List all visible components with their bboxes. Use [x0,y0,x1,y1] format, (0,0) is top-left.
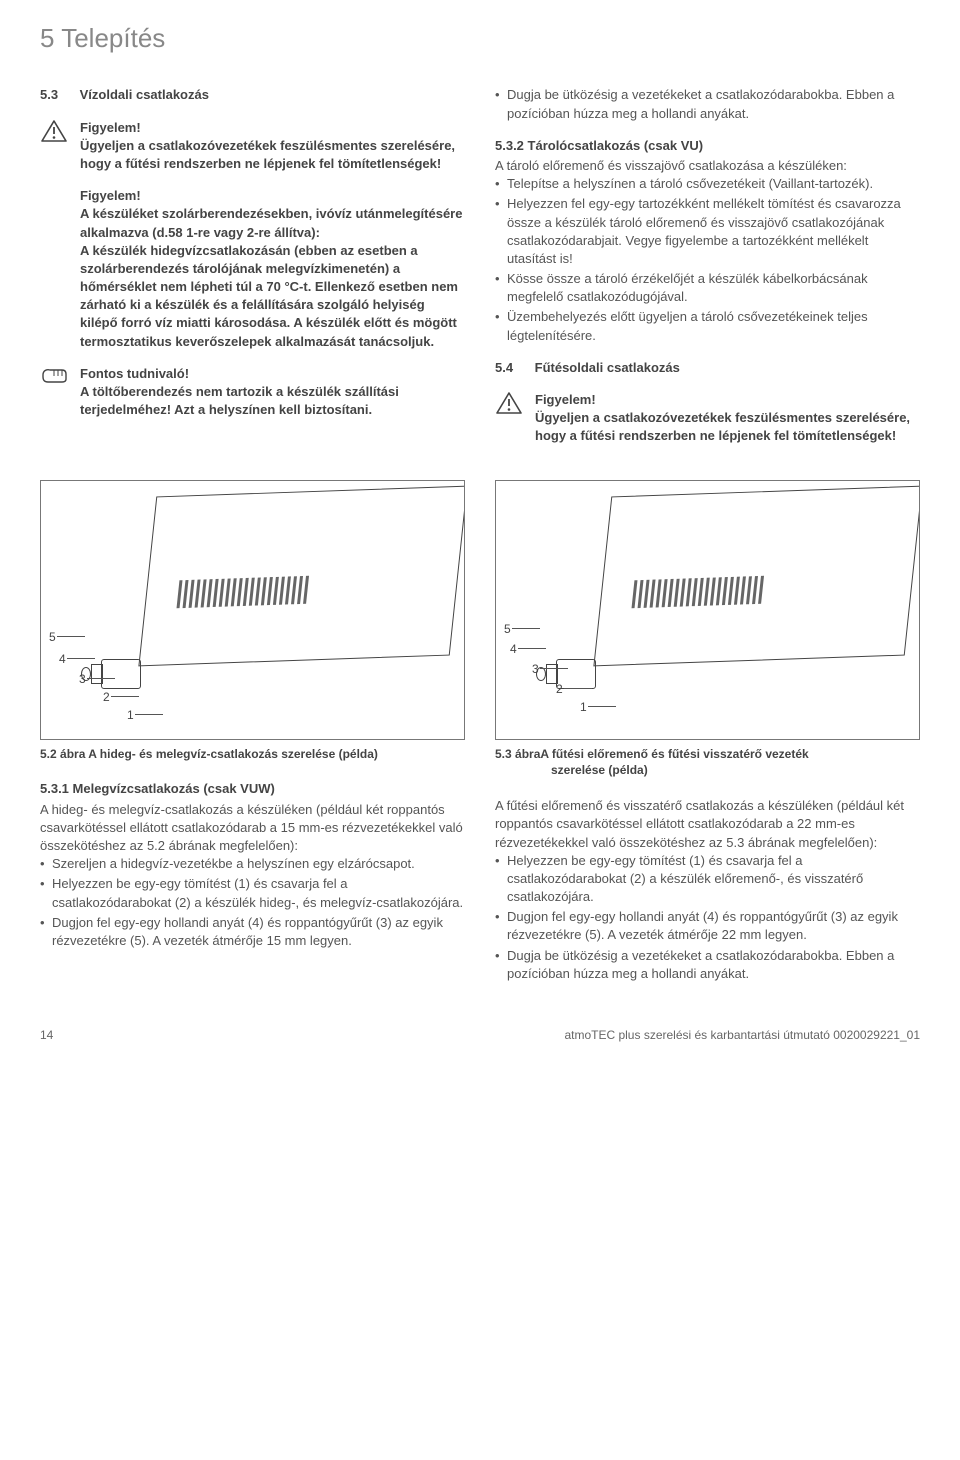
list-item: Szereljen a hidegvíz-vezetékbe a helyszí… [40,855,465,873]
callout-5: 5 [49,629,56,646]
hand-note-icon [40,365,68,385]
section-number-5-3: 5.3 [40,86,76,104]
figure-5-3-caption-line1: 5.3 ábraA fűtési előremenő és fűtési vis… [495,747,809,761]
figure-5-3: 5 4 3 2 1 [495,480,920,740]
list-item: Telepítse a helyszínen a tároló csővezet… [495,175,920,193]
warning-triangle-icon [40,119,68,143]
callout-3: 3 [79,671,86,688]
callout-1: 1 [580,699,587,716]
note-heading: Fontos tudnivaló! [80,365,465,383]
page-number: 14 [40,1027,53,1044]
warning-triangle-icon [495,391,523,415]
callout-2: 2 [103,689,110,706]
warning-body: A készüléket szolárberendezésekben, ivóv… [80,205,465,351]
section-number-5-4: 5.4 [495,359,531,377]
warning-heading: Figyelem! [80,119,465,137]
paragraph: A fűtési előremenő és visszatérő csatlak… [495,797,920,852]
list-item: Kösse össze a tároló érzékelőjét a készü… [495,270,920,306]
chapter-title: 5 Telepítés [40,20,920,56]
list-item: Helyezzen fel egy-egy tartozékként mellé… [495,195,920,268]
paragraph: A hideg- és melegvíz-csatlakozás a készü… [40,801,465,856]
footer-doc-id: atmoTEC plus szerelési és karbantartási … [564,1027,920,1044]
figure-5-3-caption-line2: szerelése (példa) [495,762,920,779]
callout-2: 2 [556,681,563,698]
list-item: Dugjon fel egy-egy hollandi anyát (4) és… [495,908,920,944]
warning-body: Ügyeljen a csatlakozóvezetékek feszülésm… [535,409,920,445]
list-item: Dugja be ütközésig a vezetékeket a csatl… [495,86,920,122]
callout-4: 4 [510,641,517,658]
section-title-5-4: Fűtésoldali csatlakozás [535,360,680,375]
subsection-5-3-1-heading: 5.3.1 Melegvízcsatlakozás (csak VUW) [40,780,465,798]
callout-1: 1 [127,707,134,724]
list-item: Dugjon fel egy-egy hollandi anyát (4) és… [40,914,465,950]
callout-5: 5 [504,621,511,638]
warning-heading: Figyelem! [535,391,920,409]
subsection-5-3-2-heading: 5.3.2 Tárolócsatlakozás (csak VU) [495,137,920,155]
callout-4: 4 [59,651,66,668]
paragraph: A tároló előremenő és visszajövő csatlak… [495,157,920,175]
callout-3: 3 [532,661,539,678]
list-item: Dugja be ütközésig a vezetékeket a csatl… [495,947,920,983]
section-title-5-3: Vízoldali csatlakozás [80,87,209,102]
figure-5-2-caption: 5.2 ábra A hideg- és melegvíz-csatlakozá… [40,746,465,763]
list-item: Helyezzen be egy-egy tömítést (1) és csa… [40,875,465,911]
list-item: Helyezzen be egy-egy tömítést (1) és csa… [495,852,920,907]
figure-5-2: 5 4 3 2 1 [40,480,465,740]
warning-body: Ügyeljen a csatlakozóvezetékek feszülésm… [80,137,465,173]
warning-heading: Figyelem! [80,187,465,205]
figure-5-3-caption: 5.3 ábraA fűtési előremenő és fűtési vis… [495,746,920,780]
list-item: Üzembehelyezés előtt ügyeljen a tároló c… [495,308,920,344]
note-body: A töltőberendezés nem tartozik a készülé… [80,383,465,419]
